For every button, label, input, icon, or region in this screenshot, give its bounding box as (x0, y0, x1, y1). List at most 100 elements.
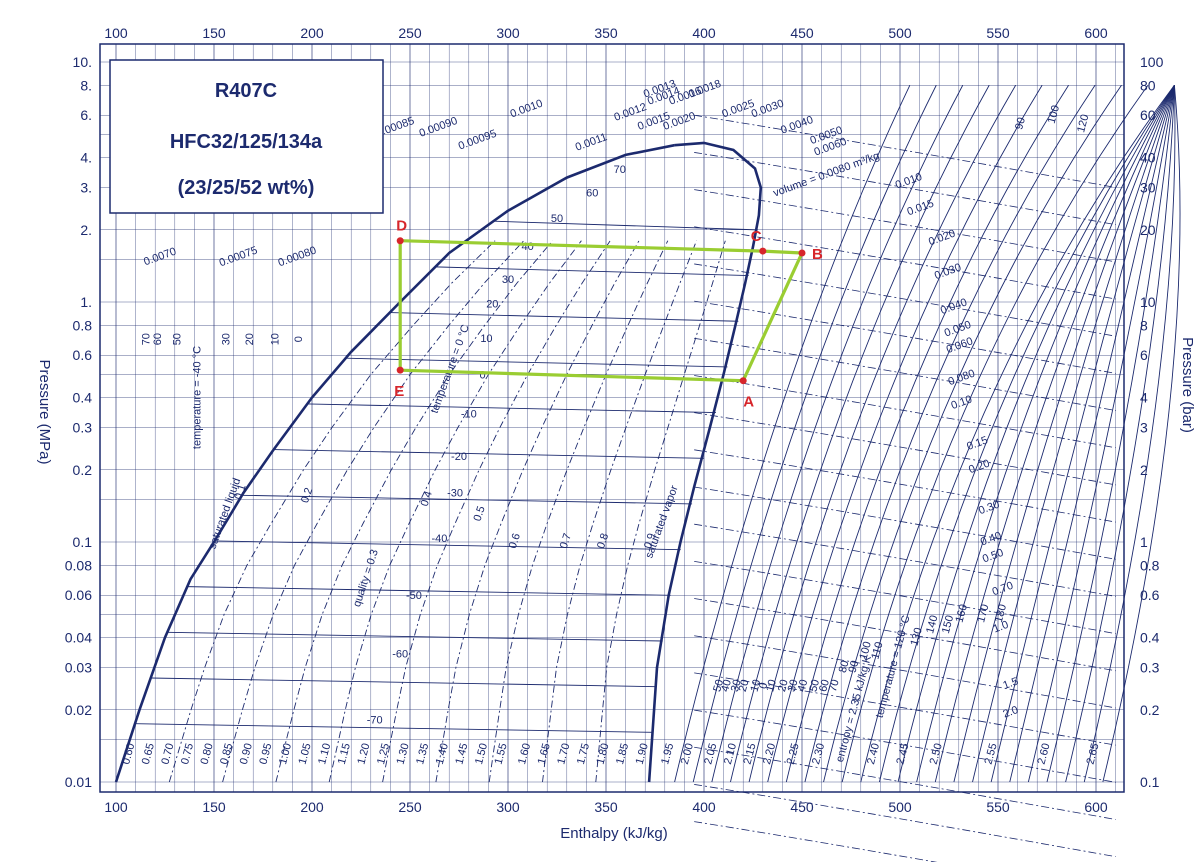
superheat-temperature-label: 20 (737, 678, 752, 693)
temperature-label: 0 (293, 336, 305, 342)
quality-label: 0.9 (642, 532, 658, 550)
x-tick-label-top: 450 (790, 25, 814, 41)
entropy-label: 0.65 (140, 742, 157, 766)
x-tick-label-bottom: 150 (202, 799, 226, 815)
x-tick-label-bottom: 250 (398, 799, 422, 815)
cycle-point-label-A: A (743, 394, 754, 411)
refrigerant-box: R407C HFC32/125/134a (23/25/52 wt%) (109, 59, 384, 214)
entropy-line (990, 85, 1175, 783)
entropy-line (730, 85, 990, 783)
quality-label: 0.8 (595, 532, 611, 550)
y-tick-label-left: 0.1 (73, 534, 93, 550)
isotherm-label: 0 (479, 370, 485, 382)
entropy-label: 2.65 (1085, 742, 1102, 766)
volume-line (694, 412, 1116, 486)
entropy-label: 1.65 (536, 742, 553, 766)
plot-frame (99, 43, 1125, 793)
isotherm-label: 10 (480, 333, 492, 345)
isotherm-label: -20 (451, 451, 467, 463)
isotherm-line (435, 266, 749, 277)
entropy-label: 2.55 (983, 742, 1000, 766)
y-tick-label-right: 80 (1140, 77, 1156, 93)
quality-line (328, 240, 582, 783)
y-tick-label-right: 6 (1140, 347, 1148, 363)
isotherm-line (273, 449, 705, 459)
superheat-temperature-label: 80 (837, 659, 852, 674)
entropy-line (1046, 85, 1175, 783)
y-tick-label-left: 0.6 (73, 347, 93, 363)
entropy-label: 1.60 (516, 742, 533, 766)
y-tick-label-left: 10. (73, 54, 92, 70)
superheat-temperature-label: 0 (757, 681, 770, 690)
x-tick-label-bottom: 200 (300, 799, 324, 815)
x-tick-label-bottom: 350 (594, 799, 618, 815)
x-tick-label-top: 250 (398, 25, 422, 41)
y-tick-label-right: 0.1 (1140, 774, 1160, 790)
entropy-line (823, 85, 1122, 783)
y-tick-label-right: 30 (1140, 179, 1156, 195)
entropy-line (916, 85, 1175, 783)
x-tick-label-bottom: 500 (888, 799, 912, 815)
entropy-label: 2.10 (722, 742, 739, 766)
isotherm-line (307, 403, 716, 414)
volume-line (694, 784, 1116, 858)
volume-line (694, 114, 1116, 188)
refrigerant-weight-fractions: (23/25/52 wt%) (178, 177, 315, 199)
y-tick-label-right: 40 (1140, 150, 1156, 166)
y-tick-label-left: 3. (80, 179, 92, 195)
x-tick-label-bottom: 450 (790, 799, 814, 815)
entropy-line (953, 85, 1175, 783)
superheat-temperature-label: 160 (954, 603, 970, 624)
quality-line (275, 240, 553, 783)
isotherm-label: 20 (486, 298, 498, 310)
entropy-line (841, 84, 1149, 783)
isotherm-label: -40 (431, 533, 447, 545)
volume-line (694, 746, 1116, 820)
y-axis-left-title: Pressure (MPa) (36, 359, 53, 464)
axis-ticks: 1001001501502002002502503003003503504004… (65, 25, 1164, 815)
cycle-point-label-E: E (394, 383, 404, 400)
x-tick-label-top: 200 (300, 25, 324, 41)
isotherm-line (187, 586, 671, 596)
entropy-label: 1.10 (316, 742, 333, 766)
temperature-label: 30 (221, 333, 233, 345)
isotherm-label: -60 (392, 649, 408, 661)
volume-label: 1.5 (1001, 675, 1019, 692)
saturation-dome (114, 84, 1181, 862)
volume-line (694, 523, 1116, 597)
y-tick-label-left: 0.03 (65, 659, 92, 675)
entropy-line (934, 85, 1175, 783)
entropy-line (1083, 85, 1176, 783)
entropy-line (860, 84, 1175, 783)
entropy-line (878, 85, 1175, 783)
entropy-label: 0.60 (120, 742, 137, 766)
superheat-temperature-label: 100 (858, 640, 874, 661)
superheat-temperature-label: 70 (827, 678, 842, 693)
y-tick-label-right: 20 (1140, 222, 1156, 238)
superheat-temperature-label: 40 (719, 678, 734, 693)
temperature-label: 60 (152, 333, 164, 345)
y-tick-label-left: 0.01 (65, 774, 92, 790)
superheat-temperature-label: 20 (776, 678, 791, 693)
entropy-label: 2.60 (1036, 742, 1053, 766)
entropy-label: 2.00 (679, 742, 696, 766)
saturated-liquid-curve (114, 143, 675, 783)
entropy-line (1009, 85, 1175, 783)
entropy-label: 1.45 (453, 742, 470, 766)
quality-label: 0.5 (472, 505, 488, 523)
superheat-temperature-label: 110 (869, 641, 885, 661)
y-tick-label-left: 2. (80, 222, 92, 238)
isotherm-label: -70 (367, 715, 383, 727)
quality-line (595, 240, 726, 783)
temperature-label: 10 (270, 333, 282, 345)
cycle-point-C (759, 247, 767, 255)
volume-line (694, 226, 1116, 300)
refrigerant-composition: HFC32/125/134a (170, 131, 323, 153)
entropy-label: 0.75 (179, 742, 196, 766)
entropy-label: 2.40 (865, 742, 882, 766)
entropy-label: 1.75 (575, 742, 592, 766)
y-tick-label-left: 1. (80, 294, 92, 310)
superheat-temperature-label: 130 (909, 626, 925, 647)
saturated-vapor-curve (647, 141, 763, 783)
quality-label: 0.2 (299, 486, 315, 504)
